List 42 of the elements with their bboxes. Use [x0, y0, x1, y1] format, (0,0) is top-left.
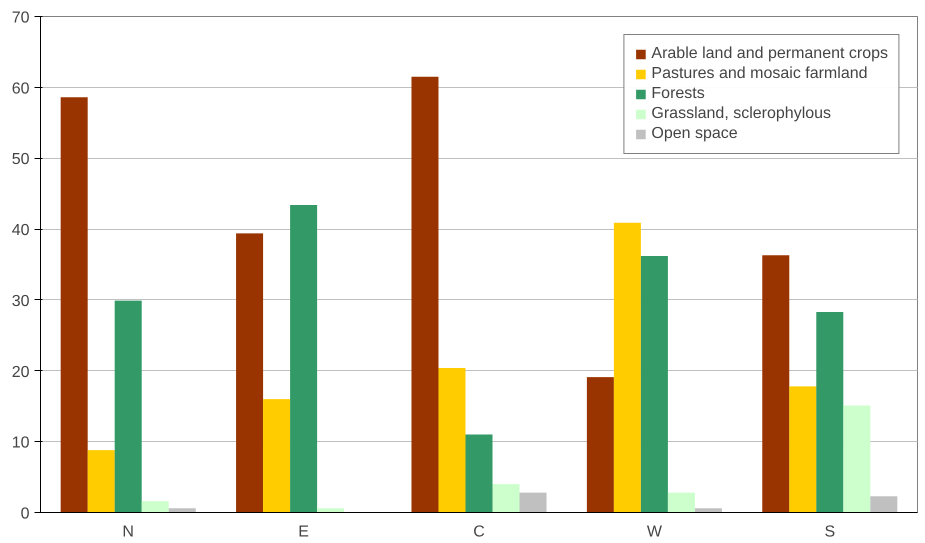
bar: [411, 76, 438, 512]
bar: [640, 256, 668, 512]
x-tick-label: C: [473, 524, 485, 540]
y-tick-label: 10: [12, 434, 30, 452]
bar: [263, 399, 290, 512]
bar: [789, 386, 816, 512]
bar: [317, 508, 344, 512]
y-tick-label: 20: [12, 364, 30, 381]
bar: [236, 233, 264, 512]
bar: [290, 204, 318, 512]
bar: [668, 492, 695, 512]
bar: [816, 312, 844, 512]
bar: [843, 406, 870, 512]
bar: [60, 97, 88, 512]
y-tick-label: 60: [12, 80, 30, 98]
x-tick-label: E: [298, 524, 309, 540]
bar: [492, 484, 520, 512]
bar: [142, 501, 169, 512]
y-tick-label: 0: [20, 506, 30, 522]
bar: [168, 508, 196, 512]
legend-label: Arable land and permanent crops: [651, 45, 888, 63]
bar: [520, 492, 547, 512]
legend-label: Grassland, sclerophylous: [651, 105, 832, 123]
bar: [870, 496, 898, 512]
y-tick-label: 30: [12, 292, 30, 310]
bar: [586, 377, 614, 512]
y-tick-label: 40: [12, 222, 30, 240]
x-tick-label: N: [122, 524, 134, 540]
y-tick-label: 50: [12, 151, 30, 168]
x-tick-label: S: [824, 524, 836, 540]
bar: [88, 450, 115, 512]
bar: [465, 434, 493, 512]
y-tick-label: 70: [12, 10, 30, 26]
x-tick-label: W: [646, 524, 663, 540]
legend-label: Pastures and mosaic farmland: [651, 65, 868, 83]
legend-label: Open space: [651, 125, 738, 143]
bar: [614, 222, 641, 512]
bar: [438, 368, 466, 512]
legend-label: Forests: [651, 85, 705, 103]
bar: [762, 255, 790, 512]
bar: [694, 508, 722, 512]
bar: [114, 300, 142, 512]
